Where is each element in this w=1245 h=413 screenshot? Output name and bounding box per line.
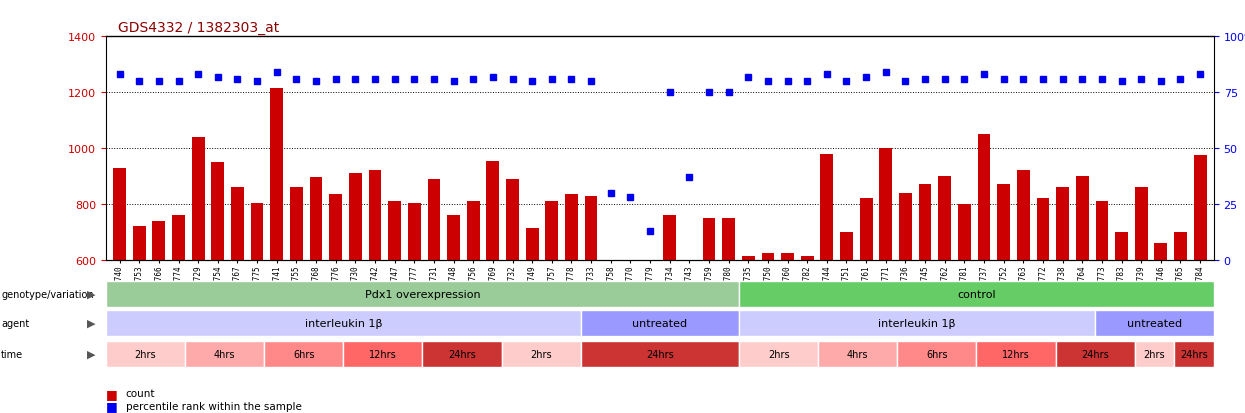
Text: Pdx1 overexpression: Pdx1 overexpression [365, 289, 481, 299]
Bar [722, 218, 735, 413]
Bar [467, 202, 479, 413]
Bar [860, 199, 873, 413]
Bar [879, 149, 893, 413]
Bar [957, 204, 971, 413]
Bar [1037, 199, 1050, 413]
Text: ▶: ▶ [87, 289, 95, 299]
Bar [939, 177, 951, 413]
Bar [192, 138, 204, 413]
Text: 24hrs: 24hrs [448, 349, 476, 359]
Bar [820, 154, 833, 413]
Bar [899, 193, 911, 413]
Text: 12hrs: 12hrs [369, 349, 397, 359]
Bar [388, 202, 401, 413]
Bar [1076, 177, 1088, 413]
Bar [1134, 188, 1148, 413]
Text: 4hrs: 4hrs [214, 349, 235, 359]
Text: interleukin 1β: interleukin 1β [305, 318, 382, 328]
Text: control: control [957, 289, 996, 299]
Bar [545, 202, 558, 413]
Text: untreated: untreated [1127, 318, 1182, 328]
Bar [408, 203, 421, 413]
Text: 2hrs: 2hrs [1144, 349, 1165, 359]
Text: count: count [126, 388, 156, 398]
Bar [172, 216, 186, 413]
Bar [329, 195, 342, 413]
Bar [565, 195, 578, 413]
Text: 24hrs: 24hrs [646, 349, 674, 359]
Bar [487, 161, 499, 413]
Bar [427, 179, 441, 413]
Bar [369, 171, 381, 413]
Bar [1154, 244, 1168, 413]
Text: 2hrs: 2hrs [530, 349, 552, 359]
Text: time: time [1, 349, 24, 359]
Bar [310, 178, 322, 413]
Bar [507, 179, 519, 413]
Bar [1116, 232, 1128, 413]
Text: 6hrs: 6hrs [293, 349, 315, 359]
Bar [113, 168, 126, 413]
Bar [447, 216, 459, 413]
Text: 6hrs: 6hrs [926, 349, 947, 359]
Text: agent: agent [1, 318, 30, 328]
Bar [997, 185, 1010, 413]
Text: ■: ■ [106, 387, 117, 400]
Text: 4hrs: 4hrs [847, 349, 869, 359]
Bar [840, 232, 853, 413]
Bar [762, 253, 774, 413]
Text: GDS4332 / 1382303_at: GDS4332 / 1382303_at [118, 21, 280, 35]
Bar [1174, 232, 1186, 413]
Bar [1096, 202, 1108, 413]
Text: 24hrs: 24hrs [1081, 349, 1109, 359]
Bar [919, 185, 931, 413]
Bar [585, 196, 598, 413]
Bar [250, 203, 264, 413]
Bar [702, 218, 716, 413]
Text: ■: ■ [106, 399, 117, 412]
Bar [232, 188, 244, 413]
Bar [977, 135, 991, 413]
Text: ▶: ▶ [87, 318, 95, 328]
Text: ▶: ▶ [87, 349, 95, 359]
Bar [1017, 171, 1030, 413]
Bar [270, 89, 283, 413]
Bar [152, 221, 166, 413]
Bar [742, 256, 754, 413]
Bar [781, 253, 794, 413]
Text: untreated: untreated [632, 318, 687, 328]
Bar [349, 174, 362, 413]
Bar [133, 227, 146, 413]
Bar [1056, 188, 1069, 413]
Bar [801, 256, 813, 413]
Bar [664, 216, 676, 413]
Text: genotype/variation: genotype/variation [1, 289, 93, 299]
Bar [290, 188, 303, 413]
Bar [1194, 156, 1206, 413]
Text: 12hrs: 12hrs [1002, 349, 1030, 359]
Text: 24hrs: 24hrs [1180, 349, 1208, 359]
Bar [525, 228, 539, 413]
Text: interleukin 1β: interleukin 1β [878, 318, 956, 328]
Text: percentile rank within the sample: percentile rank within the sample [126, 401, 301, 411]
Bar [212, 163, 224, 413]
Text: 2hrs: 2hrs [134, 349, 156, 359]
Text: 2hrs: 2hrs [768, 349, 789, 359]
